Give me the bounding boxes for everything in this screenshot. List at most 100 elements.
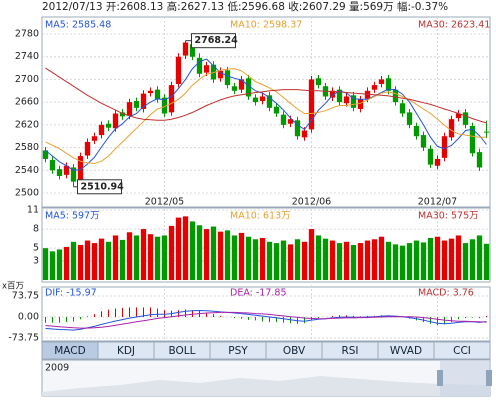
navigator-handle[interactable]: [437, 370, 443, 386]
annotation: 2768.24: [195, 35, 239, 46]
candle-body: [371, 85, 378, 90]
candle-body: [350, 95, 357, 108]
volume-bar: [77, 245, 84, 280]
candle-body: [182, 42, 189, 56]
candle-body: [119, 112, 126, 117]
volume-bar: [140, 229, 147, 280]
candle-body: [441, 136, 448, 158]
candle-body: [336, 89, 343, 103]
candle-body: [245, 78, 252, 97]
y-tick-label: 2660: [15, 97, 39, 108]
candle-body: [133, 101, 140, 108]
x-tick-label: 2012/07: [418, 197, 457, 208]
candle-body: [280, 114, 287, 125]
candle-body: [301, 130, 308, 138]
ma-line: [45, 58, 487, 171]
volume-bar: [245, 236, 252, 280]
unit-label: x百万: [2, 282, 24, 292]
tab[interactable]: MACD: [41, 341, 99, 360]
volume-bar: [385, 241, 392, 280]
candle-body: [420, 135, 427, 148]
tab[interactable]: BOLL: [153, 341, 211, 360]
y-tick-label: 5: [33, 243, 39, 254]
tab-label[interactable]: KDJ: [117, 345, 135, 357]
candle-body: [161, 97, 168, 114]
y-tick-label: 2740: [15, 51, 39, 62]
navigator-handle[interactable]: [486, 370, 492, 386]
candle-body: [98, 124, 105, 136]
candle-body: [196, 57, 203, 74]
volume-bar: [49, 251, 56, 280]
volume-bar: [266, 241, 273, 280]
volume-bar: [469, 239, 476, 280]
volume-bar: [448, 238, 455, 280]
volume-bar: [357, 243, 364, 280]
tab-label[interactable]: BOLL: [169, 345, 196, 357]
tab-label[interactable]: CCI: [453, 345, 471, 357]
candle-body: [448, 119, 455, 138]
tab[interactable]: WVAD: [377, 341, 435, 360]
candle-body: [273, 106, 280, 114]
volume-bar: [70, 241, 77, 280]
y-tick-label: 8: [33, 224, 39, 235]
tab-label[interactable]: OBV: [283, 345, 306, 357]
volume-bar: [63, 246, 70, 280]
y-tick-label: 73.75: [12, 291, 39, 302]
candle-body: [175, 56, 182, 84]
volume-bar: [133, 235, 140, 280]
candle-body: [462, 112, 469, 125]
volume-bar: [455, 235, 462, 280]
candle-body: [154, 89, 161, 100]
candle-body: [63, 165, 70, 175]
tab-label[interactable]: MACD: [54, 345, 85, 357]
volume-bar: [420, 242, 427, 280]
candle-body: [343, 96, 350, 104]
navigator-area: [42, 376, 490, 396]
macd-panel: [41, 286, 491, 342]
volume-bar: [343, 241, 350, 280]
volume-bar: [217, 231, 224, 280]
volume-panel: [41, 207, 491, 283]
y-tick-label: 2540: [15, 165, 39, 176]
volume-bar: [224, 230, 231, 280]
volume-bar: [210, 226, 217, 280]
candle-body: [392, 89, 399, 103]
volume-bar: [154, 236, 161, 280]
volume-bar: [441, 240, 448, 280]
tab-label[interactable]: PSY: [228, 345, 248, 357]
candle-body: [469, 125, 476, 154]
tab-button[interactable]: [433, 341, 491, 360]
tab[interactable]: CCI: [433, 341, 491, 360]
tab[interactable]: PSY: [209, 341, 267, 360]
volume-bar: [252, 239, 259, 280]
navigator-window[interactable]: [440, 360, 490, 396]
y-tick-label: 11: [27, 205, 39, 216]
volume-bar: [294, 239, 301, 280]
candle-body: [147, 90, 154, 94]
volume-bar: [259, 238, 266, 280]
volume-bar: [483, 243, 490, 280]
candle-body: [364, 90, 371, 99]
candle-body: [70, 167, 77, 182]
tab-label[interactable]: WVAD: [390, 345, 422, 357]
volume-bar: [308, 229, 315, 280]
x-tick-label: 2012/06: [292, 197, 331, 208]
y-tick-label: 0.00: [18, 312, 39, 323]
candle-body: [266, 95, 273, 108]
legend-entry: MACD: 3.76: [418, 288, 474, 299]
tab[interactable]: OBV: [265, 341, 323, 360]
candle-body: [210, 64, 217, 80]
y-tick-label: 2500: [15, 188, 39, 199]
volume-bar: [413, 240, 420, 280]
y-tick-label: 2580: [15, 142, 39, 153]
candle-body: [42, 150, 49, 159]
volume-bar: [378, 236, 385, 280]
candle-body: [483, 131, 490, 133]
tab[interactable]: KDJ: [97, 341, 155, 360]
tab[interactable]: RSI: [321, 341, 379, 360]
dif-line: [45, 309, 487, 331]
legend-entry: MA30: 2623.41: [418, 20, 490, 31]
tab-label[interactable]: RSI: [341, 345, 358, 357]
y-tick-label: 2780: [15, 29, 39, 40]
